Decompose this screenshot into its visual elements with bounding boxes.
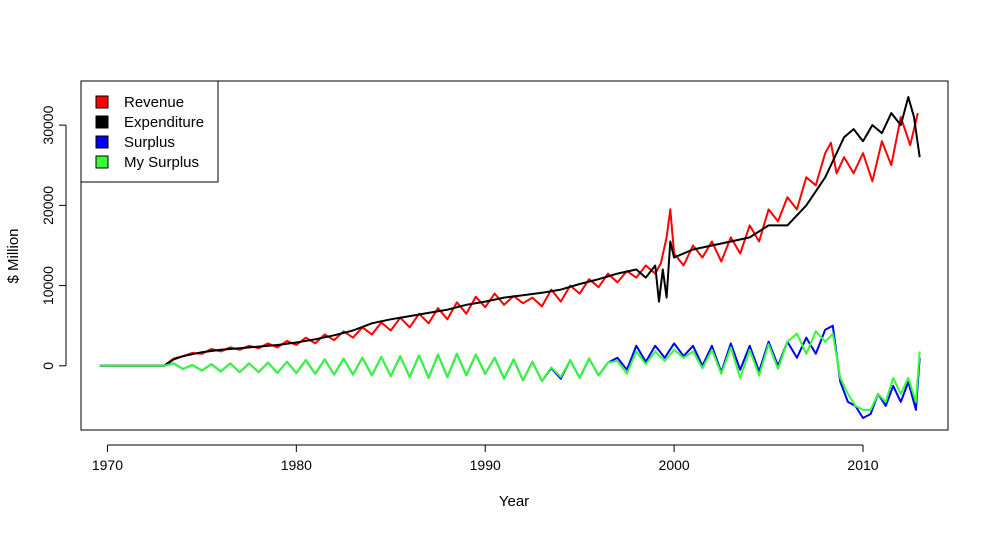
legend-label-expenditure: Expenditure bbox=[124, 114, 204, 131]
series-line-revenue bbox=[99, 112, 919, 367]
y-tick-label: 20000 bbox=[40, 186, 56, 225]
legend-label-my-surplus: My Surplus bbox=[124, 154, 199, 171]
legend-swatch-revenue bbox=[95, 95, 109, 109]
x-axis-title: Year bbox=[499, 493, 529, 510]
legend-label-revenue: Revenue bbox=[124, 94, 184, 111]
series-line-my-surplus bbox=[99, 330, 921, 411]
y-tick-label: 0 bbox=[40, 362, 56, 370]
x-axis: 1970 1980 1990 2000 2010 bbox=[92, 444, 879, 473]
y-tick-label: 10000 bbox=[40, 266, 56, 305]
legend-swatch-surplus bbox=[95, 135, 109, 149]
y-tick-label: 30000 bbox=[40, 105, 56, 144]
x-tick-label: 2010 bbox=[847, 457, 878, 473]
series-line-expenditure bbox=[99, 96, 921, 367]
y-axis: 0 10000 20000 30000 bbox=[40, 105, 67, 370]
legend: Revenue Expenditure Surplus My Surplus bbox=[80, 80, 219, 183]
x-tick-label: 1990 bbox=[470, 457, 501, 473]
x-tick-label: 2000 bbox=[659, 457, 690, 473]
x-tick-label: 1980 bbox=[281, 457, 312, 473]
plot-frame bbox=[80, 80, 949, 431]
legend-swatch-my-surplus bbox=[95, 155, 109, 169]
y-axis-title: $ Million bbox=[5, 228, 22, 283]
series-lines bbox=[99, 96, 921, 419]
legend-label-surplus: Surplus bbox=[124, 134, 175, 151]
x-tick-label: 1970 bbox=[92, 457, 123, 473]
legend-swatch-expenditure bbox=[95, 115, 109, 129]
